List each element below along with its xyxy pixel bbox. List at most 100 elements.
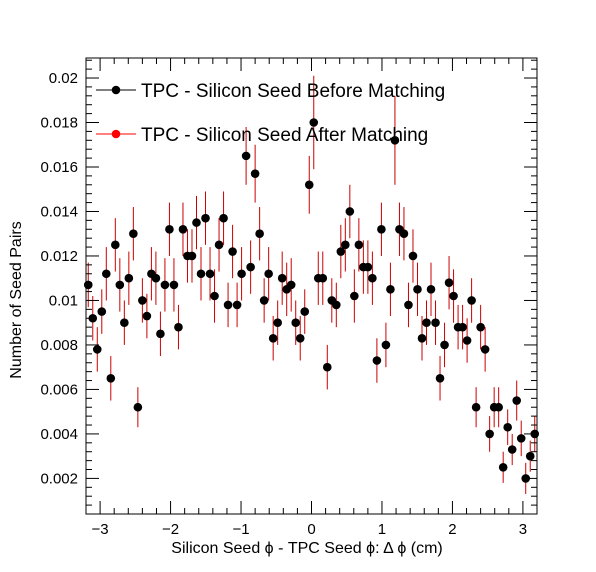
data-point	[277, 273, 287, 283]
data-point	[449, 291, 458, 301]
y-tick-label: 0.006	[40, 381, 78, 398]
data-point	[138, 296, 147, 305]
data-point	[187, 251, 197, 261]
y-tick-label: 0.02	[49, 70, 78, 87]
data-point	[422, 318, 431, 328]
data-point	[295, 333, 305, 343]
data-point	[336, 247, 346, 256]
data-point	[223, 300, 233, 310]
data-point	[97, 307, 107, 316]
data-point	[237, 269, 246, 279]
data-point	[498, 462, 508, 472]
y-tick-label: 0.008	[40, 337, 78, 354]
legend: TPC - Silicon Seed Before Matching TPC -…	[96, 81, 445, 146]
y-tick-label: 0.018	[40, 115, 78, 132]
data-points	[83, 118, 540, 483]
x-tick-label: 0	[307, 521, 315, 538]
data-point	[151, 273, 161, 283]
data-point	[381, 340, 391, 350]
data-point	[178, 224, 188, 234]
data-point	[120, 318, 129, 328]
data-point	[268, 333, 278, 343]
data-point	[174, 322, 183, 332]
data-point	[494, 402, 503, 412]
y-tick-label: 0.012	[40, 248, 78, 265]
legend-label-before: TPC - Silicon Seed Before Matching	[141, 81, 445, 102]
data-point	[92, 345, 102, 354]
x-axis-title: Silicon Seed ϕ - TPC Seed ϕ: Δ ϕ (cm)	[171, 540, 442, 557]
data-point	[462, 336, 472, 345]
data-point	[205, 269, 215, 279]
data-point	[101, 269, 111, 279]
data-point	[228, 247, 237, 256]
data-point	[431, 318, 440, 328]
data-point	[372, 356, 382, 365]
data-point	[377, 224, 386, 234]
data-point	[471, 402, 481, 412]
axes: −3 −2 −1 0 1 2 3 0.002 0.004 0.006 0.008 0.01 0.012 0…	[40, 58, 538, 538]
y-tick-label: 0.002	[40, 470, 78, 487]
data-point	[318, 273, 328, 283]
data-point	[368, 273, 377, 283]
data-point	[363, 262, 373, 272]
data-point	[516, 434, 526, 443]
data-point	[210, 291, 219, 301]
data-point	[408, 251, 418, 261]
legend-label-after: TPC - Silicon Seed After Matching	[141, 125, 428, 146]
data-point	[219, 213, 228, 223]
data-point	[417, 333, 427, 343]
data-point	[485, 429, 494, 439]
data-point	[259, 296, 269, 305]
data-point	[507, 445, 517, 454]
data-point	[341, 240, 350, 250]
data-point	[115, 280, 125, 290]
x-tick-label: 2	[448, 521, 456, 538]
data-point	[169, 280, 179, 290]
data-point	[201, 213, 210, 223]
data-point	[192, 218, 201, 227]
data-point	[165, 224, 174, 234]
data-point	[322, 362, 332, 372]
data-point	[413, 285, 422, 294]
data-point	[255, 229, 264, 239]
x-tick-label: −1	[232, 521, 249, 538]
y-tick-label: 0.01	[49, 292, 78, 309]
data-point	[304, 180, 314, 190]
data-point	[88, 313, 98, 323]
data-point	[458, 322, 467, 332]
data-point	[440, 340, 449, 350]
data-point	[83, 280, 93, 290]
x-tick-label: −2	[162, 521, 179, 538]
data-point	[390, 136, 400, 145]
data-point	[480, 345, 490, 354]
data-point	[426, 285, 436, 294]
data-point	[156, 329, 165, 339]
data-point	[160, 280, 170, 290]
y-tick-label: 0.004	[40, 426, 78, 443]
x-tick-label: −3	[92, 521, 109, 538]
data-point	[503, 422, 512, 432]
data-point	[214, 240, 224, 250]
y-axis-title: Number of Seed Pairs	[8, 221, 25, 378]
data-point	[476, 322, 485, 332]
data-point	[241, 151, 251, 161]
data-point	[142, 311, 152, 321]
data-point	[106, 374, 116, 383]
data-point	[133, 402, 143, 412]
legend-marker-before	[111, 85, 121, 95]
data-point	[354, 240, 364, 250]
legend-entry-before: TPC - Silicon Seed Before Matching	[96, 81, 445, 102]
data-point	[467, 296, 476, 305]
legend-marker-after	[111, 129, 121, 139]
data-point	[286, 280, 296, 290]
data-point	[196, 269, 206, 279]
legend-entry-after: TPC - Silicon Seed After Matching	[96, 125, 428, 146]
data-point	[264, 269, 273, 279]
y-tick-label: 0.014	[40, 203, 78, 220]
data-point	[129, 229, 138, 239]
x-tick-label: 3	[519, 521, 527, 538]
data-point	[332, 300, 341, 310]
y-tick-label: 0.016	[40, 159, 78, 176]
data-point	[250, 169, 260, 178]
